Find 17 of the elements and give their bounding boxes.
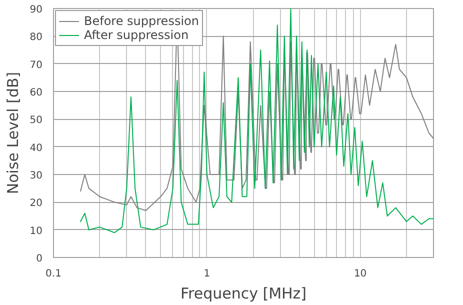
y-tick-label: 50	[30, 115, 43, 126]
y-tick-label: 0	[36, 254, 43, 264]
y-tick-label: 30	[30, 170, 43, 182]
y-tick-label: 20	[30, 198, 43, 210]
x-axis-title: Frequency [MHz]	[180, 284, 307, 302]
x-tick-label: 0.1	[46, 268, 62, 280]
y-tick-label: 70	[30, 60, 43, 71]
legend-label: After suppression	[84, 28, 189, 42]
y-axis-title: Noise Level [dB]	[4, 72, 22, 194]
y-tick-label: 80	[30, 32, 43, 44]
x-tick-label: 10	[354, 268, 367, 280]
y-tick-label: 90	[30, 4, 43, 16]
y-tick-label: 10	[30, 226, 43, 237]
legend-label: Before suppression	[84, 14, 199, 28]
y-tick-label: 40	[30, 142, 43, 154]
y-tick-label: 60	[30, 88, 43, 98]
x-tick-label: 1	[204, 268, 210, 280]
